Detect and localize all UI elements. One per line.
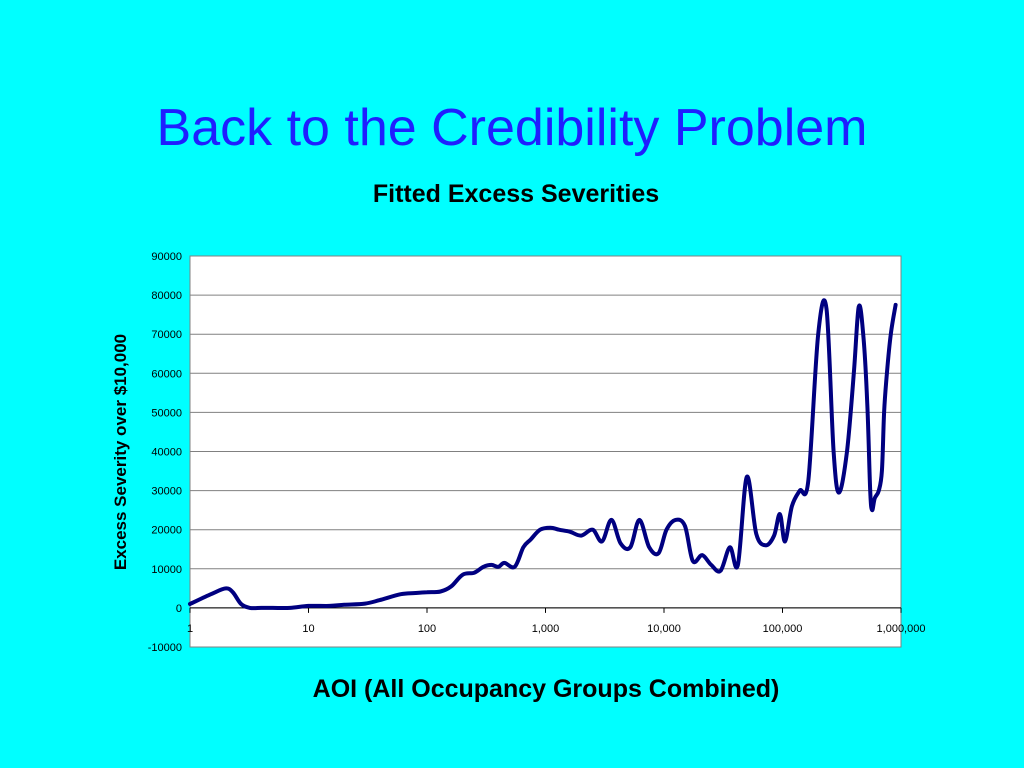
y-tick-label: 60000 [151,368,182,380]
x-axis: 1 10 100 1,000 10,000 100,000 1,000,000 [187,607,926,635]
y-axis: -10000 0 10000 20000 30000 40000 50000 60000 700… [148,251,182,654]
y-tick-label: 70000 [151,329,182,341]
x-tick-label: 1 [187,623,193,635]
y-tick-label: 80000 [151,290,182,302]
x-axis-title: AOI (All Occupancy Groups Combined) [312,675,780,703]
x-tick-label: 10,000 [647,623,681,635]
x-tick-label: 100 [418,623,436,635]
chart-title: Fitted Excess Severities [372,180,660,208]
y-axis-title: Excess Severity over $10,000 [111,334,130,570]
x-tick-label: 100,000 [763,623,803,635]
y-tick-label: 40000 [151,447,182,459]
y-tick-label: 10000 [151,564,182,576]
series-line [188,298,898,611]
x-tick-label: 1,000,000 [877,623,926,635]
x-tick-label: 10 [302,623,314,635]
y-tick-label: 30000 [151,486,182,498]
y-tick-label: 90000 [151,251,182,263]
slide-title: Back to the Credibility Problem [156,99,868,157]
y-tick-label: 0 [176,603,182,615]
y-tick-label: 50000 [151,407,182,419]
y-tick-label: -10000 [148,642,182,654]
x-tick-label: 1,000 [532,623,560,635]
y-tick-label: 20000 [151,525,182,537]
